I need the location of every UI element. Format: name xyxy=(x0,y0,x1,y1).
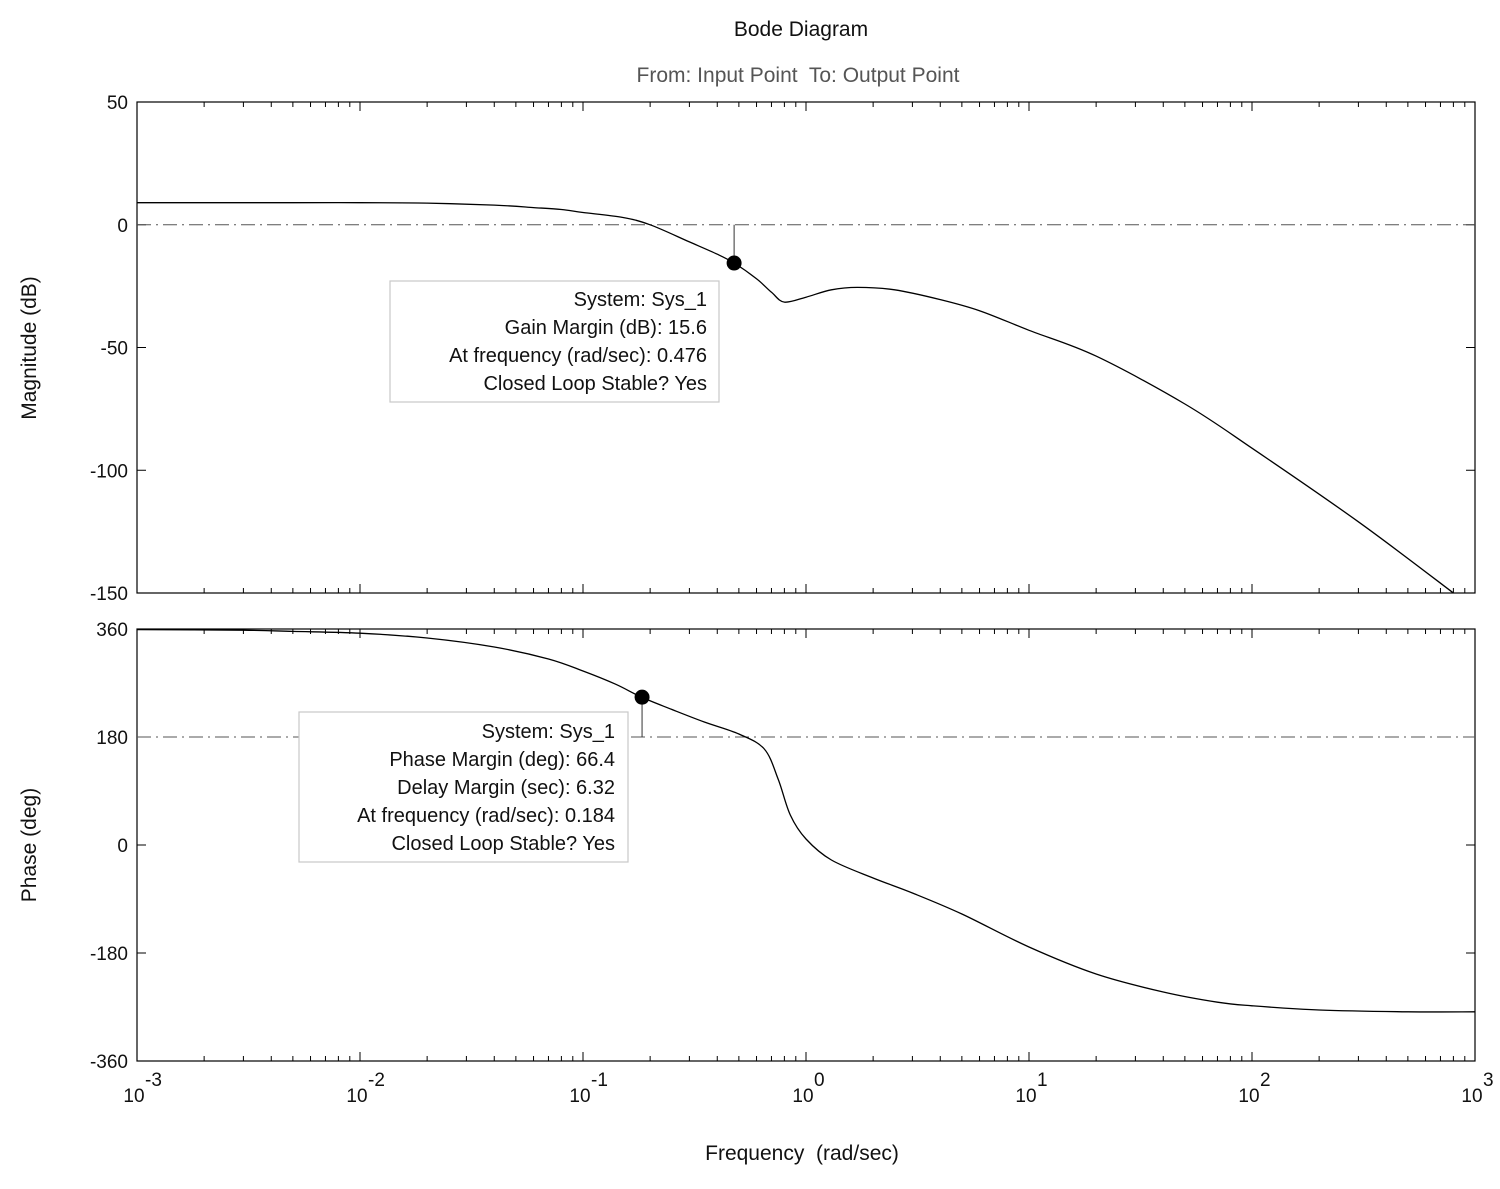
x-tick-label: 10 xyxy=(346,1086,367,1107)
phase-margin-annotation-box: System: Sys_1 Phase Margin (deg): 66.4 D… xyxy=(298,711,629,863)
x-tick-exponent: -1 xyxy=(591,1070,608,1091)
x-tick-exponent: -3 xyxy=(145,1070,162,1091)
chart-title: Bode Diagram xyxy=(734,18,868,41)
x-tick-label: 10 xyxy=(569,1086,590,1107)
gain-margin-marker[interactable] xyxy=(726,255,742,271)
phase-panel: System: Sys_1 Phase Margin (deg): 66.4 D… xyxy=(18,620,1476,1073)
phase-margin-annotation-frame xyxy=(298,711,629,863)
phase-y-tick-labels: 360 180 0 -180 -360 xyxy=(90,620,128,1073)
phase-curve xyxy=(136,628,1476,1013)
gain-margin-annotation-line: System: Sys_1 xyxy=(574,289,707,311)
phase-y-axis-label: Phase (deg) xyxy=(18,788,41,902)
phase-y-tick-label: -180 xyxy=(90,944,128,965)
magnitude-tick-marks xyxy=(136,101,1475,594)
x-tick-label: 10 xyxy=(1238,1086,1259,1107)
phase-margin-annotation-line: Phase Margin (deg): 66.4 xyxy=(389,749,615,771)
phase-y-tick-label: 180 xyxy=(96,728,128,749)
phase-margin-annotation-line: Delay Margin (sec): 6.32 xyxy=(397,777,615,799)
magnitude-y-tick-label: -50 xyxy=(101,339,128,360)
gain-margin-annotation-frame xyxy=(389,280,720,403)
phase-y-tick-label: 0 xyxy=(117,836,128,857)
chart-subtitle: From: Input Point To: Output Point xyxy=(637,64,960,87)
magnitude-y-tick-label: -150 xyxy=(90,584,128,605)
phase-margin-annotation-line: At frequency (rad/sec): 0.184 xyxy=(357,805,615,827)
phase-margin-annotation-line: System: Sys_1 xyxy=(482,721,615,743)
x-axis-label: Frequency (rad/sec) xyxy=(705,1142,899,1165)
gain-margin-annotation-box: System: Sys_1 Gain Margin (dB): 15.6 At … xyxy=(389,280,720,403)
phase-y-tick-label: -360 xyxy=(90,1052,128,1073)
magnitude-plot-frame xyxy=(136,101,1476,594)
magnitude-panel: System: Sys_1 Gain Margin (dB): 15.6 At … xyxy=(18,93,1476,605)
gain-margin-annotation-line: At frequency (rad/sec): 0.476 xyxy=(449,345,707,367)
x-tick-exponent: -2 xyxy=(368,1070,385,1091)
gain-margin-annotation-line: Gain Margin (dB): 15.6 xyxy=(505,317,707,339)
magnitude-y-axis-label: Magnitude (dB) xyxy=(18,276,41,420)
x-tick-label: 10 xyxy=(1015,1086,1036,1107)
phase-margin-annotation-line: Closed Loop Stable? Yes xyxy=(391,833,615,855)
x-tick-exponent: 2 xyxy=(1260,1070,1271,1091)
x-tick-exponent: 0 xyxy=(814,1070,825,1091)
x-tick-label: 10 xyxy=(123,1086,144,1107)
magnitude-y-tick-labels: 50 0 -50 -100 -150 xyxy=(90,93,128,605)
phase-y-tick-label: 360 xyxy=(96,620,128,641)
x-tick-exponent: 1 xyxy=(1037,1070,1048,1091)
magnitude-y-tick-label: -100 xyxy=(90,461,128,482)
x-tick-label: 10 xyxy=(792,1086,813,1107)
x-tick-exponent: 3 xyxy=(1483,1070,1494,1091)
gain-margin-annotation-line: Closed Loop Stable? Yes xyxy=(483,373,707,395)
magnitude-y-tick-label: 0 xyxy=(117,216,128,237)
x-tick-label: 10 xyxy=(1461,1086,1482,1107)
phase-margin-marker[interactable] xyxy=(634,689,650,705)
magnitude-y-tick-label: 50 xyxy=(107,93,128,114)
magnitude-curve xyxy=(137,202,1454,594)
